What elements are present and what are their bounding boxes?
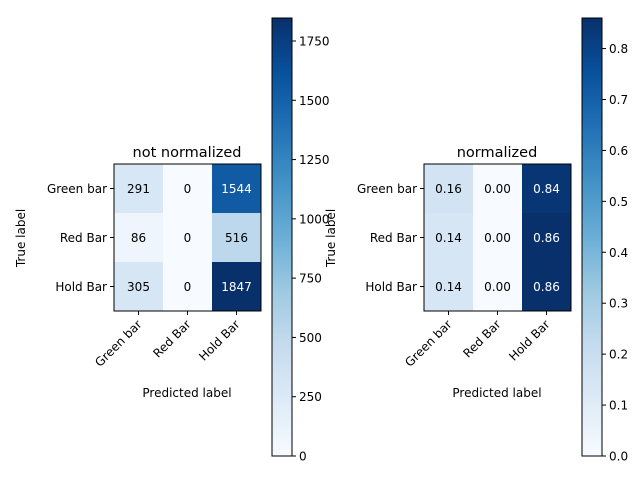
- colorbar-tick-label: 0.2: [609, 348, 628, 362]
- cell-label: 0.14: [435, 280, 462, 294]
- colorbar-tick-label: 1750: [299, 35, 330, 49]
- y-tick-label: Hold Bar: [55, 280, 107, 294]
- cell-label: 516: [225, 231, 248, 245]
- colorbar-tick-label: 0: [299, 450, 307, 464]
- heatmap-cell: [473, 262, 522, 311]
- heatmap-cell: [522, 213, 571, 262]
- colorbar-tick-label: 0.8: [609, 42, 628, 56]
- heatmap-cell: [114, 213, 163, 262]
- cell-label: 86: [131, 231, 146, 245]
- x-tick-label: Green bar: [402, 317, 454, 369]
- cell-label: 291: [127, 182, 150, 196]
- colorbar-tick-label: 250: [299, 390, 322, 404]
- y-axis-label: True label: [14, 209, 28, 268]
- cell-label: 0.86: [533, 231, 560, 245]
- y-tick-label: Hold Bar: [365, 280, 417, 294]
- heatmap-cell: [163, 213, 212, 262]
- cell-label: 1847: [221, 280, 252, 294]
- y-tick-label: Green bar: [357, 182, 417, 196]
- colorbar-tick-label: 0.4: [609, 246, 628, 260]
- cell-label: 0: [184, 231, 192, 245]
- cell-label: 1544: [221, 182, 252, 196]
- heatmap-cell: [212, 262, 261, 311]
- heatmap-cell: [424, 164, 473, 213]
- confusion-matrix-normalized: normalized Predicted label True label 0.…: [324, 145, 572, 400]
- heatmap-cell: [522, 164, 571, 213]
- colorbar-tick-label: 0.1: [609, 399, 628, 413]
- cell-label: 0.16: [435, 182, 462, 196]
- colorbar-tick-label: 0.6: [609, 144, 628, 158]
- x-axis-label: Predicted label: [452, 386, 541, 400]
- heatmap-cell: [522, 262, 571, 311]
- colorbar-raw: 0 250 500 750 1000 1250 1500 1750: [271, 17, 330, 464]
- heatmap-cell: [212, 164, 261, 213]
- chart-title: not normalized: [133, 145, 242, 161]
- heatmap-cell: [424, 213, 473, 262]
- colorbar-tick-label: 1250: [299, 153, 330, 167]
- cell-label: 0.00: [484, 231, 511, 245]
- heatmap-cell: [114, 164, 163, 213]
- colorbar-tick-label: 0.0: [609, 450, 628, 464]
- cell-label: 0.86: [533, 280, 560, 294]
- heatmap-cell: [473, 164, 522, 213]
- cell-label: 0: [184, 182, 192, 196]
- heatmap-cell: [163, 262, 212, 311]
- x-tick-label: Hold Bar: [506, 317, 552, 363]
- confusion-matrix-raw: not normalized Predicted label True labe…: [14, 145, 262, 400]
- heatmap-cell: [163, 164, 212, 213]
- colorbar-tick-label: 1000: [299, 212, 330, 226]
- x-tick-label: Hold Bar: [196, 317, 242, 363]
- x-tick-label: Green bar: [92, 317, 144, 369]
- chart-title: normalized: [457, 145, 538, 161]
- colorbar-tick-label: 0.5: [609, 195, 628, 209]
- y-tick-label: Red Bar: [370, 231, 417, 245]
- colorbar-tick-label: 750: [299, 272, 322, 286]
- colorbar-tick-label: 500: [299, 331, 322, 345]
- cell-label: 0.00: [484, 280, 511, 294]
- cell-label: 0.14: [435, 231, 462, 245]
- heatmap-cell: [114, 262, 163, 311]
- colorbar-tick-label: 1500: [299, 94, 330, 108]
- colorbar-tick-label: 0.7: [609, 93, 628, 107]
- x-tick-label: Red Bar: [150, 317, 193, 360]
- colorbar-gradient: [271, 17, 293, 457]
- cell-label: 0.00: [484, 182, 511, 196]
- y-axis-label: True label: [324, 209, 338, 268]
- heatmap-cell: [212, 213, 261, 262]
- y-tick-label: Green bar: [47, 182, 107, 196]
- x-tick-label: Red Bar: [460, 317, 503, 360]
- heatmap-cell: [473, 213, 522, 262]
- cell-label: 0.84: [533, 182, 560, 196]
- cell-label: 0: [184, 280, 192, 294]
- y-tick-label: Red Bar: [60, 231, 107, 245]
- colorbar-gradient: [581, 17, 603, 457]
- x-axis-label: Predicted label: [142, 386, 231, 400]
- colorbar-normalized: 0.0 0.1 0.2 0.3 0.4 0.5 0.6 0.7 0.8: [581, 17, 628, 464]
- colorbar-tick-label: 0.3: [609, 297, 628, 311]
- cell-label: 305: [127, 280, 150, 294]
- heatmap-cell: [424, 262, 473, 311]
